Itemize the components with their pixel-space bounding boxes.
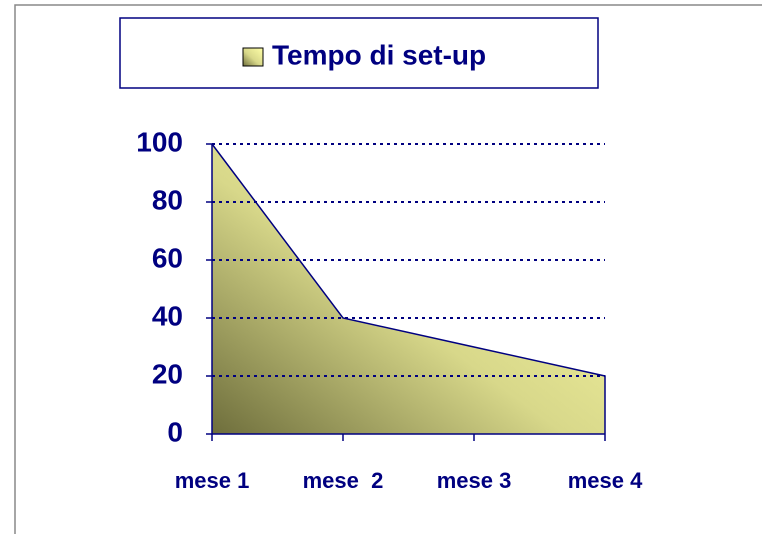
- legend-swatch: [242, 47, 264, 67]
- y-tick-label: 80: [152, 184, 183, 215]
- chart-frame: [14, 4, 762, 534]
- x-tick-label: mese 2: [303, 468, 384, 493]
- y-tick-label: 0: [167, 416, 183, 447]
- x-tick-label: mese 4: [568, 468, 643, 493]
- y-tick-label: 20: [152, 358, 183, 389]
- y-tick-label: 100: [136, 126, 183, 157]
- legend-box: [119, 17, 599, 89]
- area: [212, 144, 605, 434]
- y-tick-label: 60: [152, 242, 183, 273]
- x-tick-label: mese 1: [175, 468, 250, 493]
- legend-label: Tempo di set-up: [272, 39, 486, 70]
- y-tick-label: 40: [152, 300, 183, 331]
- x-tick-label: mese 3: [437, 468, 512, 493]
- area-line: [211, 143, 606, 434]
